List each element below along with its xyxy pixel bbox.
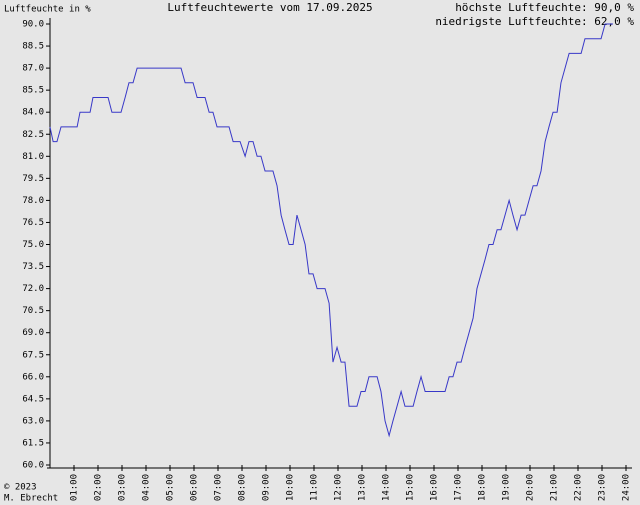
y-tick-label: 90.0 [22,20,44,30]
y-tick-label: 88.5 [22,42,44,52]
y-tick-label: 81.0 [22,152,44,162]
y-tick-label: 75.0 [22,240,44,250]
x-tick-label: 14:00 [382,474,392,501]
x-tick-label: 16:00 [430,474,440,501]
x-tick-label: 12:00 [334,474,344,501]
y-tick-label: 61.5 [22,438,44,448]
x-tick-label: 18:00 [478,474,488,501]
x-tick-label: 04:00 [142,474,152,501]
x-tick-label: 17:00 [454,474,464,501]
x-tick-label: 09:00 [262,474,272,501]
y-tick-label: 72.0 [22,284,44,294]
x-tick-label: 21:00 [550,474,560,501]
x-tick-label: 06:00 [190,474,200,501]
annotation-max: höchste Luftfeuchte: 90,0 % [455,1,634,14]
y-tick-label: 78.0 [22,196,44,206]
y-tick-label: 73.5 [22,262,44,272]
x-tick-label: 05:00 [166,474,176,501]
y-tick-label: 84.0 [22,108,44,118]
y-tick-label: 70.5 [22,306,44,316]
x-tick-label: 02:00 [94,474,104,501]
humidity-line [49,23,614,438]
x-tick-label: 11:00 [310,474,320,501]
x-tick-label: 07:00 [214,474,224,501]
x-tick-label: 08:00 [238,474,248,501]
y-tick-label: 66.0 [22,372,44,382]
annotation-min: niedrigste Luftfeuchte: 62,0 % [435,15,634,28]
y-tick-label: 82.5 [22,130,44,140]
y-tick-label: 63.0 [22,416,44,426]
y-tick-label: 64.5 [22,394,44,404]
y-tick-label: 60.0 [22,461,44,471]
x-tick-label: 15:00 [406,474,416,501]
x-tick-label: 22:00 [574,474,584,501]
x-tick-label: 20:00 [526,474,536,501]
x-tick-label: 19:00 [502,474,512,501]
y-tick-label: 87.0 [22,64,44,74]
y-tick-label: 67.5 [22,350,44,360]
x-tick-label: 10:00 [286,474,296,501]
y-axis-label: Luftfeuchte in % [4,5,91,15]
y-tick-label: 76.5 [22,218,44,228]
footer-copyright: © 2023 [4,483,37,493]
x-tick-label: 03:00 [118,474,128,501]
x-tick-label: 01:00 [70,474,80,501]
x-tick-label: 23:00 [598,474,608,501]
chart-title: Luftfeuchtewerte vom 17.09.2025 [167,1,372,14]
x-tick-label: 24:00 [622,474,632,501]
y-tick-label: 79.5 [22,174,44,184]
y-tick-label: 69.0 [22,328,44,338]
x-tick-label: 13:00 [358,474,368,501]
y-tick-label: 85.5 [22,86,44,96]
footer-author: M. Ebrecht [4,494,58,504]
